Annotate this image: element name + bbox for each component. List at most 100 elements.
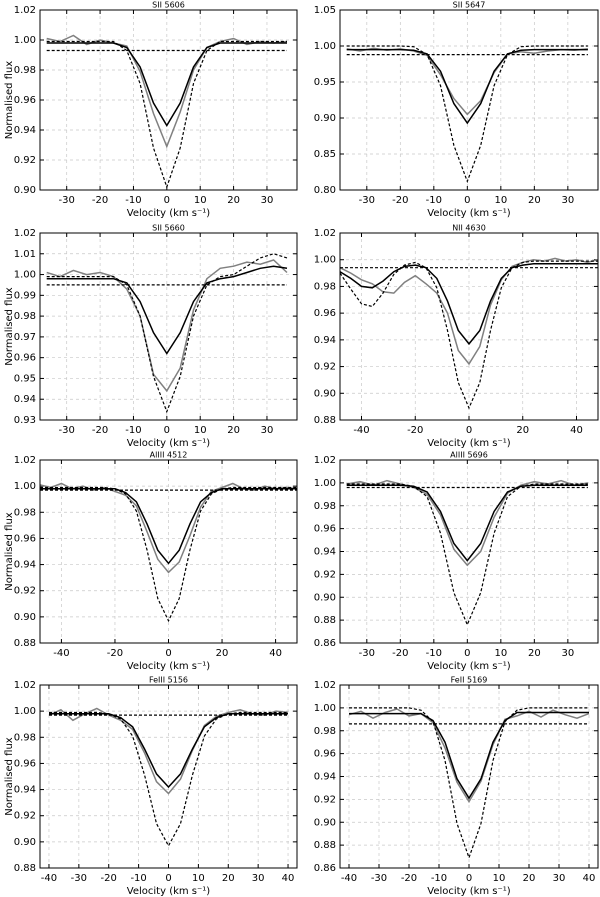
x-tick-label: -30 (59, 425, 75, 436)
x-tick-label: -20 (392, 195, 408, 206)
panel-title: NII 4630 (452, 224, 486, 233)
y-tick-label: 1.02 (14, 455, 36, 466)
y-tick-label: 0.90 (314, 592, 336, 603)
y-tick-label: 1.00 (14, 270, 36, 281)
y-tick-label: 1.02 (314, 228, 336, 239)
model-line-dashed (346, 483, 588, 627)
y-tick-label: 0.98 (14, 65, 36, 76)
y-tick-label: 0.92 (314, 569, 336, 580)
x-axis-label: Velocity (km s⁻¹) (427, 208, 511, 219)
x-tick-label: -30 (359, 648, 375, 659)
x-tick-label: 20 (523, 873, 536, 884)
x-axis-label: Velocity (km s⁻¹) (127, 886, 211, 897)
y-tick-label: 0.94 (14, 125, 36, 136)
x-tick-label: 20 (227, 425, 240, 436)
y-tick-label: 0.86 (314, 863, 336, 874)
y-tick-label: 0.96 (14, 758, 36, 769)
x-tick-label: -20 (407, 425, 423, 436)
x-tick-label: 40 (583, 873, 596, 884)
x-tick-label: -10 (426, 648, 442, 659)
x-tick-label: -40 (41, 873, 57, 884)
x-tick-label: 20 (516, 425, 529, 436)
y-tick-label: 1.00 (314, 41, 336, 52)
panel-title: AlIII 4512 (150, 451, 188, 460)
panel-title: FeII 5169 (451, 676, 488, 685)
x-tick-label: 0 (164, 425, 170, 436)
x-tick-label: 10 (194, 425, 207, 436)
x-tick-label: 30 (561, 648, 574, 659)
y-axis-label: Normalised flux (4, 512, 15, 590)
panel-title: SII 5660 (152, 224, 185, 233)
y-axis-label: Normalised flux (4, 737, 15, 815)
data-line (46, 265, 288, 355)
x-tick-label: 20 (227, 195, 240, 206)
x-tick-label: 40 (269, 648, 282, 659)
x-tick-label: -10 (125, 195, 141, 206)
y-tick-label: 0.85 (314, 149, 336, 160)
y-tick-label: 0.96 (314, 749, 336, 760)
x-tick-label: -40 (341, 873, 357, 884)
y-tick-label: 0.94 (314, 772, 336, 783)
x-tick-label: -10 (431, 873, 447, 884)
plot-frame (339, 9, 599, 191)
y-tick-label: 0.94 (14, 560, 36, 571)
panel-title: SII 5647 (453, 1, 486, 10)
x-tick-label: -10 (426, 195, 442, 206)
plot-frame (339, 459, 599, 644)
y-tick-label: 0.90 (314, 388, 336, 399)
y-tick-label: 1.00 (314, 255, 336, 266)
y-tick-label: 1.02 (314, 455, 336, 466)
y-tick-label: 0.92 (14, 811, 36, 822)
y-tick-label: 0.92 (14, 155, 36, 166)
y-tick-label: 1.05 (314, 5, 336, 16)
y-tick-label: 0.88 (314, 615, 336, 626)
y-tick-label: 0.98 (314, 281, 336, 292)
panel: 0.86 0.88 0.90 0.92 0.94 0.96 0.98 1.00 1.02 -40 -… (314, 676, 599, 897)
y-tick-label: 1.00 (14, 481, 36, 492)
y-tick-label: 1.00 (14, 35, 36, 46)
x-tick-label: 30 (561, 195, 574, 206)
y-tick-label: 1.02 (14, 228, 36, 239)
model-line-dashed (46, 40, 287, 189)
x-tick-label: 0 (466, 873, 472, 884)
panel: 0.88 0.90 0.92 0.94 0.96 0.98 1.00 1.02 -40 -20 0 2… (314, 224, 599, 449)
x-tick-label: 20 (216, 648, 229, 659)
y-tick-label: 1.02 (14, 5, 36, 16)
x-tick-label: -20 (101, 873, 117, 884)
y-tick-label: 0.97 (14, 332, 36, 343)
y-tick-label: 0.86 (314, 638, 336, 649)
x-tick-label: -20 (92, 425, 108, 436)
y-tick-label: 0.80 (314, 185, 336, 196)
panel: 0.90 0.92 0.94 0.96 0.98 1.00 1.02 -30 -20 -10 0 10… (4, 1, 298, 219)
x-tick-label: 30 (261, 195, 274, 206)
model-line-dashed (349, 707, 589, 860)
y-tick-label: 0.96 (314, 308, 336, 319)
y-tick-label: 0.96 (14, 95, 36, 106)
x-tick-label: -30 (359, 195, 375, 206)
y-tick-label: 0.94 (314, 547, 336, 558)
panel: 0.88 0.90 0.92 0.94 0.96 0.98 1.00 1.02 -40 -20 0 2… (4, 451, 298, 672)
panel-title: SII 5606 (152, 1, 185, 10)
x-tick-label: 0 (165, 648, 171, 659)
x-tick-label: 10 (494, 648, 507, 659)
x-tick-label: 10 (493, 873, 506, 884)
y-tick-label: 0.92 (14, 586, 36, 597)
y-tick-label: 0.96 (314, 524, 336, 535)
x-tick-label: -40 (353, 425, 369, 436)
x-tick-label: -20 (107, 648, 123, 659)
y-axis-label: Normalised flux (4, 287, 15, 365)
x-tick-label: 0 (464, 648, 470, 659)
x-tick-label: 30 (553, 873, 566, 884)
model-line-dashed (346, 45, 588, 184)
data-line (39, 482, 298, 574)
model-line-dashed (46, 253, 288, 414)
y-tick-label: 0.98 (14, 507, 36, 518)
data-line (346, 484, 588, 562)
model-line-dashed (40, 486, 297, 623)
x-tick-label: 0 (165, 873, 171, 884)
plot-frame (39, 459, 298, 644)
y-tick-label: 1.00 (314, 703, 336, 714)
y-tick-label: 0.98 (14, 732, 36, 743)
plot-frame (39, 684, 298, 869)
